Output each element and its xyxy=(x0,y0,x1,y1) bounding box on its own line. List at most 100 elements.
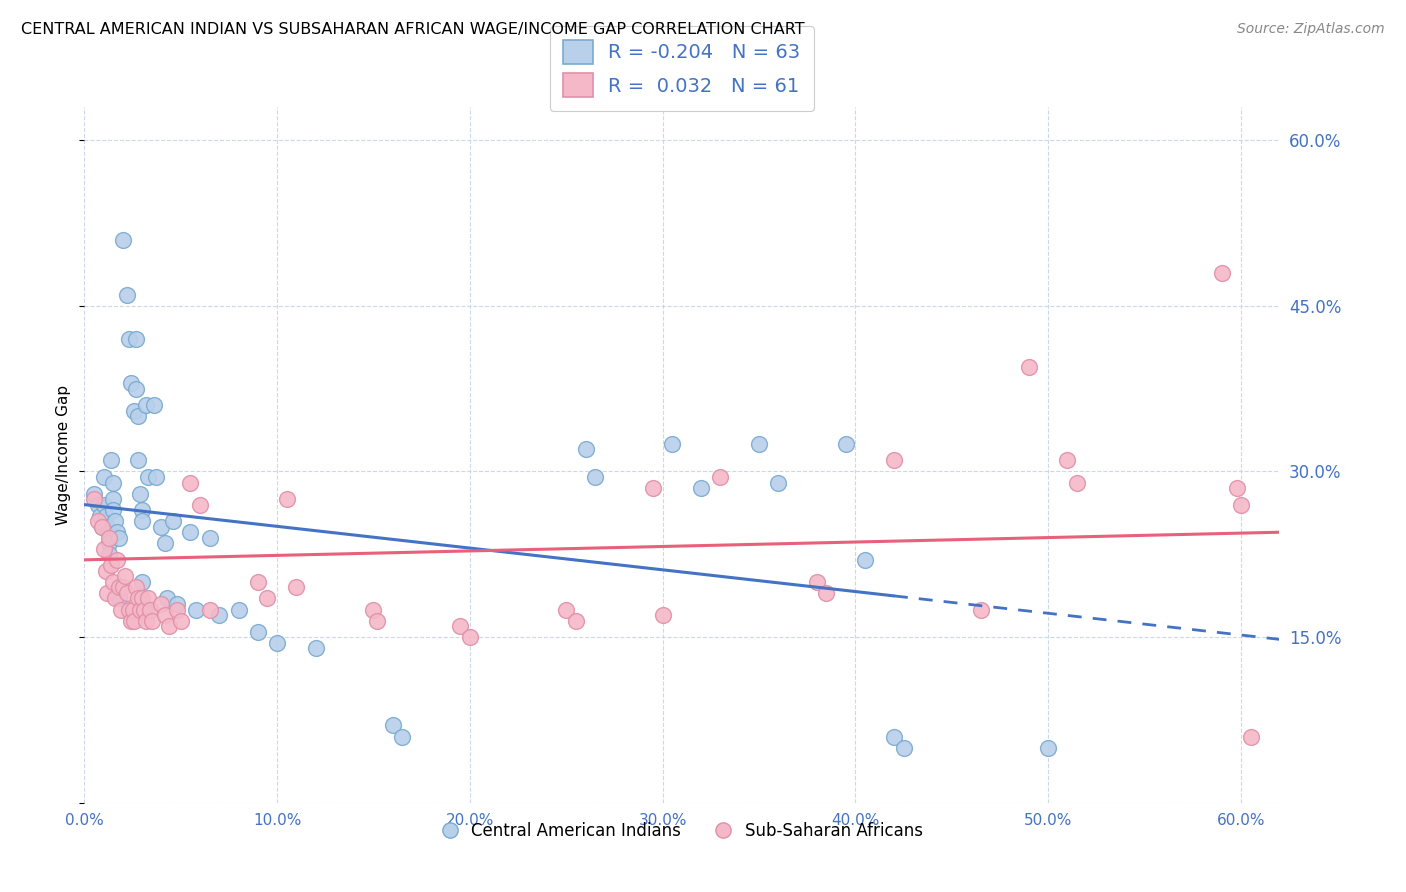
Point xyxy=(1066,475,1088,490)
Point xyxy=(115,287,138,301)
Point xyxy=(835,437,858,451)
Point xyxy=(100,453,122,467)
Point xyxy=(162,514,184,528)
Point xyxy=(363,602,385,616)
Point xyxy=(186,602,208,616)
Point xyxy=(150,597,173,611)
Point xyxy=(285,581,308,595)
Point xyxy=(583,470,606,484)
Point xyxy=(125,382,148,396)
Point xyxy=(155,536,177,550)
Point xyxy=(1230,498,1253,512)
Point xyxy=(690,481,713,495)
Point xyxy=(108,531,131,545)
Legend: Central American Indians, Sub-Saharan Africans: Central American Indians, Sub-Saharan Af… xyxy=(434,815,929,847)
Point xyxy=(104,514,127,528)
Point xyxy=(709,470,731,484)
Point xyxy=(145,470,167,484)
Point xyxy=(129,602,152,616)
Point xyxy=(246,574,269,589)
Point xyxy=(131,503,153,517)
Point xyxy=(1211,266,1233,280)
Point xyxy=(98,525,121,540)
Point xyxy=(94,508,117,523)
Point xyxy=(198,602,221,616)
Point xyxy=(103,475,125,490)
Point xyxy=(381,718,404,732)
Point xyxy=(970,602,993,616)
Point xyxy=(110,602,132,616)
Point xyxy=(136,591,159,606)
Point xyxy=(815,586,838,600)
Point xyxy=(155,608,177,623)
Point xyxy=(651,608,673,623)
Point xyxy=(89,508,111,523)
Point xyxy=(139,602,162,616)
Text: Source: ZipAtlas.com: Source: ZipAtlas.com xyxy=(1237,22,1385,37)
Point xyxy=(1056,453,1078,467)
Point xyxy=(129,486,152,500)
Text: CENTRAL AMERICAN INDIAN VS SUBSAHARAN AFRICAN WAGE/INCOME GAP CORRELATION CHART: CENTRAL AMERICAN INDIAN VS SUBSAHARAN AF… xyxy=(21,22,804,37)
Point xyxy=(118,602,141,616)
Point xyxy=(276,492,298,507)
Point xyxy=(93,498,115,512)
Point xyxy=(104,591,127,606)
Point xyxy=(893,740,915,755)
Point xyxy=(179,475,201,490)
Point xyxy=(114,569,136,583)
Point xyxy=(87,514,110,528)
Point xyxy=(188,498,211,512)
Point xyxy=(142,398,165,412)
Point xyxy=(108,591,131,606)
Point xyxy=(98,547,121,561)
Point xyxy=(305,641,328,656)
Point xyxy=(93,470,115,484)
Point xyxy=(87,498,110,512)
Point xyxy=(103,503,125,517)
Point xyxy=(166,602,188,616)
Point xyxy=(98,536,121,550)
Point xyxy=(111,233,134,247)
Point xyxy=(883,730,905,744)
Point xyxy=(127,591,149,606)
Point xyxy=(246,624,269,639)
Point xyxy=(806,574,828,589)
Point xyxy=(103,492,125,507)
Point xyxy=(555,602,578,616)
Point xyxy=(156,591,179,606)
Point xyxy=(1226,481,1249,495)
Point xyxy=(135,398,157,412)
Point xyxy=(853,553,876,567)
Point xyxy=(124,614,146,628)
Point xyxy=(125,581,148,595)
Point xyxy=(198,531,221,545)
Point xyxy=(266,635,288,649)
Point xyxy=(127,453,149,467)
Point xyxy=(132,602,156,616)
Point xyxy=(105,525,128,540)
Point xyxy=(93,541,115,556)
Point xyxy=(661,437,683,451)
Point xyxy=(108,581,131,595)
Point xyxy=(565,614,588,628)
Point xyxy=(120,614,142,628)
Point xyxy=(96,519,118,533)
Point xyxy=(748,437,770,451)
Point xyxy=(115,586,138,600)
Point xyxy=(768,475,790,490)
Point xyxy=(131,574,153,589)
Point xyxy=(366,614,388,628)
Point xyxy=(574,442,596,457)
Point xyxy=(1036,740,1059,755)
Point xyxy=(90,519,112,533)
Point xyxy=(83,492,105,507)
Point xyxy=(124,403,146,417)
Point xyxy=(120,376,142,391)
Point xyxy=(100,558,122,573)
Point xyxy=(118,332,141,346)
Point xyxy=(150,519,173,533)
Point xyxy=(90,519,112,533)
Point xyxy=(883,453,905,467)
Point xyxy=(131,514,153,528)
Point xyxy=(94,564,117,578)
